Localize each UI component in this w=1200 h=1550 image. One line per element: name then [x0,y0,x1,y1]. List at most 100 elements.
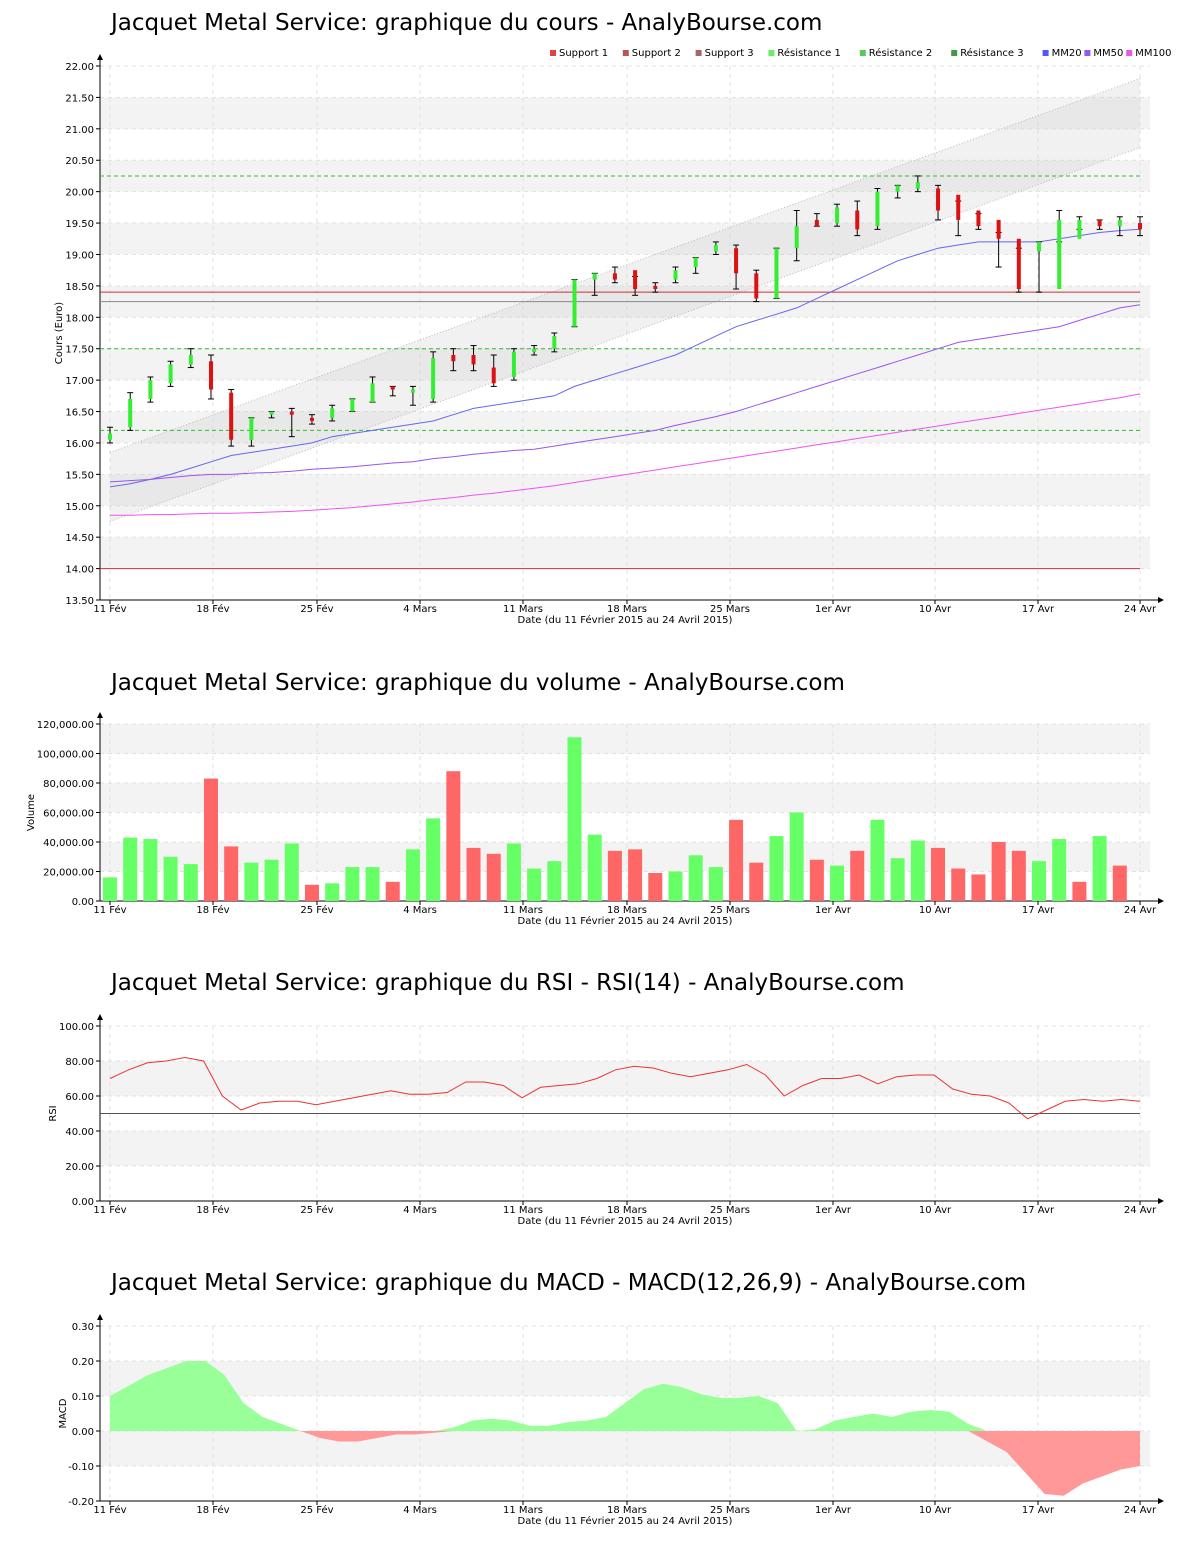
candle-body [370,383,375,403]
candle-body [774,248,779,299]
x-axis-arrow [1158,1498,1164,1504]
x-tick-label: 18 Fév [196,1204,229,1216]
candle-body [612,273,617,280]
rsi-y-tick-label: 60.00 [65,1092,94,1103]
candle-body [188,354,193,365]
grid-band [100,411,1150,443]
candle-body [390,386,395,390]
x-tick-label: 25 Mars [710,1505,750,1516]
volume-bar [284,843,299,901]
volume-bar [1072,881,1087,901]
volume-chart: 0.00 20,000.00 40,000.00 60,000.00 80,000.00… [26,712,1164,927]
candle-body [875,191,880,227]
grid-band [100,537,1150,569]
candle-body [814,219,819,227]
volume-chart-title: Jacquet Metal Service: graphique du volu… [111,670,845,696]
volume-bar [870,819,885,901]
candle-body [128,398,133,428]
candle-body [855,210,860,230]
x-tick-label: 25 Mars [710,1205,750,1216]
volume-bar [931,847,946,901]
rsi-line [109,1056,1141,1120]
price-y-tick-label: 18.50 [65,282,94,293]
price-y-tick-label: 15.00 [65,502,94,513]
legend-swatch [859,50,866,56]
x-axis-label: Date (du 11 Février 2015 au 24 Avril 201… [518,614,733,626]
y-axis-arrow [97,712,103,718]
price-y-tick-label: 15.50 [65,470,94,481]
price-y-tick-label: 13.50 [65,596,94,607]
candle-body [168,364,173,384]
candle-body [471,354,476,365]
rsi-y-tick-label: 0.00 [72,1197,94,1208]
candle-body [1117,219,1122,227]
candle-body [996,219,1001,239]
volume-y-tick-label: 120,000.00 [37,720,94,731]
volume-bar [426,818,441,901]
volume-bar [830,865,845,901]
x-axis-label: Date (du 11 Février 2015 au 24 Avril 201… [518,1515,733,1527]
candle-body [148,380,153,399]
x-tick-label: 4 Mars [403,1505,437,1516]
grid-band [100,348,1150,381]
legend-label: Résistance 1 [777,47,840,59]
x-tick-label: 18 Mars [607,1505,647,1516]
y-axis-arrow [97,54,103,60]
x-tick-label: 17 Avr [1022,1505,1055,1516]
mm20-line [109,228,1141,488]
x-tick-label: 11 Fév [93,1204,126,1216]
volume-bar [809,859,824,901]
y-axis-arrow [97,1014,103,1020]
candle-body [693,257,698,268]
volume-bar [244,862,259,901]
rsi-y-tick-label: 40.00 [65,1127,94,1138]
volume-y-tick-label: 20,000.00 [43,868,94,879]
volume-bar [769,836,784,901]
legend-swatch [622,50,629,56]
legend-label: MM20 [1052,48,1082,59]
legend-swatch [951,50,958,56]
candle-body [713,245,718,252]
x-tick-label: 24 Avr [1124,604,1157,615]
grid-band [100,1061,1150,1096]
x-tick-label: 1er Avr [815,1205,852,1216]
candle-body [431,358,436,399]
grid-band [100,783,1150,813]
candle-body [1057,219,1062,290]
x-tick-label: 17 Avr [1022,1205,1055,1216]
mm100-line [110,393,1141,516]
x-tick-label: 25 Fév [300,1204,333,1216]
volume-bar [224,846,239,901]
candle-body [754,273,759,299]
legend-label: MM100 [1135,48,1171,59]
x-tick-label: 10 Avr [919,905,952,916]
candle-body [249,417,254,440]
volume-y-tick-label: 80,000.00 [43,779,94,790]
candle-body [653,285,658,290]
macd-y-tick-label: -0.20 [68,1497,94,1508]
trend-channel [110,78,1140,522]
x-tick-label: 25 Fév [300,603,333,615]
legend-label: Support 2 [632,48,681,59]
price-y-tick-label: 21.50 [65,93,94,104]
legend-label: MM50 [1093,48,1123,59]
candle-body [309,417,314,421]
volume-bar [163,856,178,901]
x-tick-label: 17 Avr [1022,604,1055,615]
y-axis-label: MACD [58,1398,69,1428]
x-tick-label: 1er Avr [815,604,852,615]
volume-bar [103,877,117,901]
grid-band [100,1361,1150,1396]
volume-bar [890,858,905,901]
volume-bar [789,812,804,901]
y-axis-label: Volume [26,794,37,831]
x-tick-label: 18 Mars [607,1205,647,1216]
x-tick-label: 4 Mars [403,1205,437,1216]
x-tick-label: 11 Mars [503,1205,543,1216]
x-axis-label: Date (du 11 Février 2015 au 24 Avril 201… [518,915,733,927]
volume-bar [143,839,158,901]
rsi-chart-title: Jacquet Metal Service: graphique du RSI … [111,970,905,996]
macd-y-tick-label: 0.00 [72,1427,94,1438]
price-y-tick-label: 16.00 [65,439,94,450]
volume-bar [668,871,683,901]
